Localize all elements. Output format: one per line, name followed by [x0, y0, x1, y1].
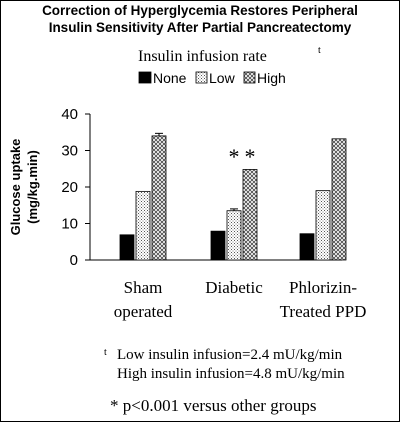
y-axis-title-line-1: Glucose uptake — [8, 139, 23, 236]
bar-none-2 — [299, 233, 315, 261]
footnote-line-1: Low insulin infusion=2.4 mU/kg/min — [117, 347, 343, 363]
footnote-marker: t — [104, 347, 107, 358]
labels: Sham operated Diabetic Phlorizin- Treated PP… — [114, 144, 367, 321]
bar-high-0 — [151, 135, 167, 261]
chart-title-line-2: Insulin Sensitivity After Partial Pancre… — [48, 20, 352, 35]
category-label-2-1: Treated PPD — [280, 302, 367, 321]
axes: 0 10 20 30 40 Glucose uptake (mg/kg.min) — [8, 106, 342, 269]
y-tick-label-0: 0 — [70, 252, 78, 269]
bar-low-1 — [226, 210, 242, 261]
category-label-1-0: Diabetic — [205, 278, 263, 297]
bar-none-0 — [119, 234, 135, 261]
legend-title: Insulin infusion rate — [138, 48, 267, 65]
y-tick-label-20: 20 — [61, 179, 78, 196]
bar-low-2 — [315, 190, 331, 261]
bar-high-2 — [331, 138, 347, 261]
legend-label-none: None — [153, 70, 187, 86]
category-label-0-1: operated — [114, 302, 173, 321]
legend-label-high: High — [257, 70, 286, 86]
y-tick-label-40: 40 — [61, 106, 78, 123]
y-tick-label-10: 10 — [61, 216, 78, 233]
bar-none-1 — [210, 230, 226, 261]
legend-swatch-high — [243, 71, 256, 84]
footnote-line-2: High insulin infusion=4.8 mU/kg/min — [117, 366, 345, 382]
significance-star-1: * — [229, 144, 240, 169]
legend-title-marker: t — [318, 45, 321, 56]
significance-star-2: * — [245, 144, 256, 169]
significance-note: * p<0.001 versus other groups — [110, 396, 317, 415]
category-label-0-0: Sham — [124, 278, 163, 297]
legend-swatch-none — [138, 71, 152, 84]
category-label-2-0: Phlorizin- — [289, 278, 357, 297]
bar-high-1 — [242, 169, 258, 261]
y-axis-title-line-2: (mg/kg.min) — [25, 150, 40, 224]
chart-title-line-1: Correction of Hyperglycemia Restores Per… — [42, 3, 358, 18]
y-tick-label-30: 30 — [61, 143, 78, 160]
legend-swatch-low — [195, 71, 208, 84]
legend: None Low High — [138, 70, 286, 86]
bars — [119, 132, 347, 261]
bar-low-0 — [135, 190, 151, 261]
legend-label-low: Low — [209, 70, 236, 86]
